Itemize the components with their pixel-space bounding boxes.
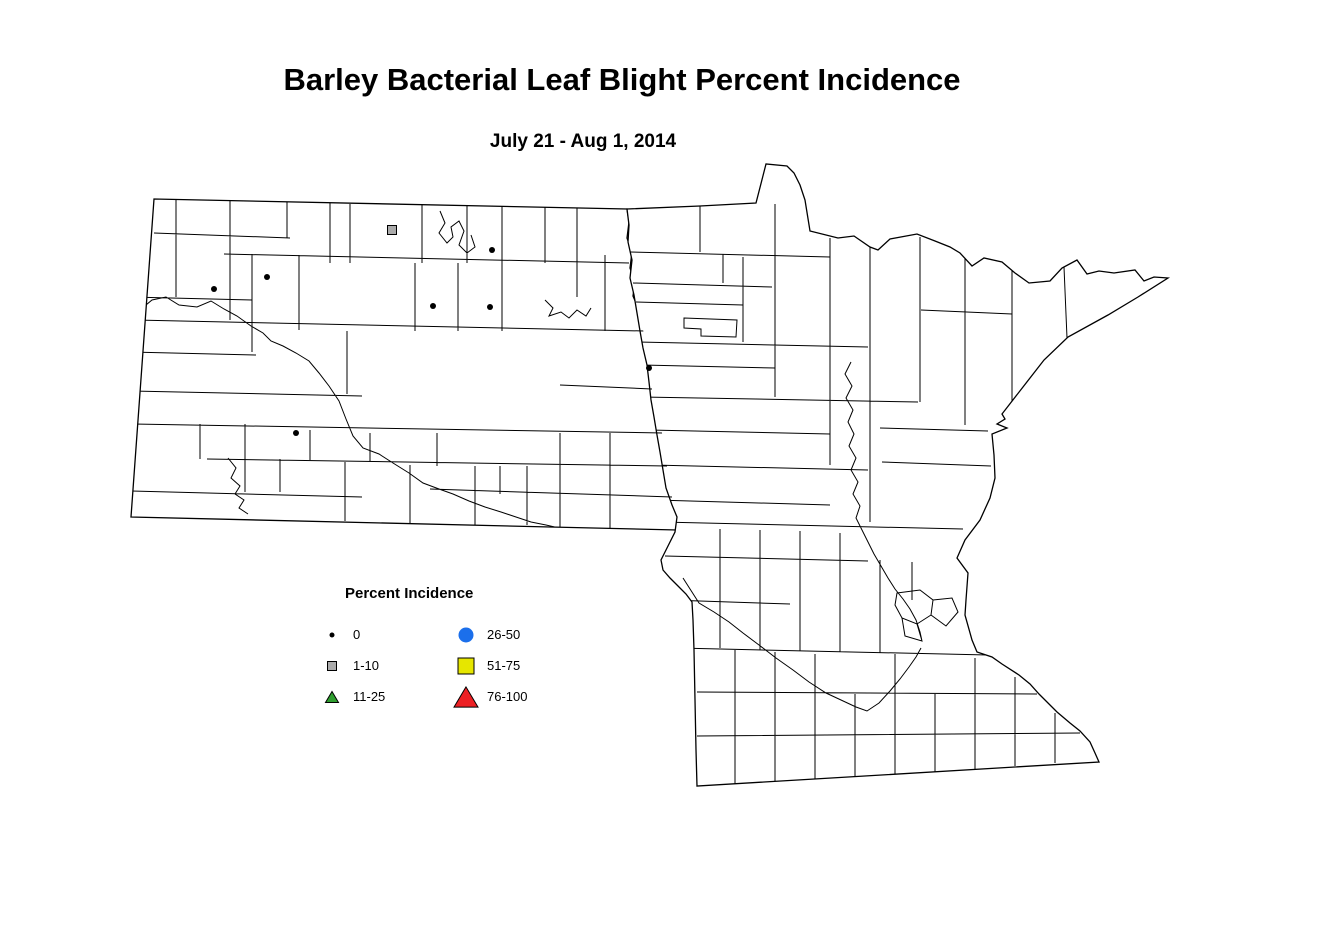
legend-label: 51-75 [487, 658, 521, 673]
north-dakota-county-lines [131, 200, 673, 530]
map-point-0 [646, 365, 652, 371]
legend-heading: Percent Incidence [345, 585, 474, 602]
circle-symbol [458, 627, 474, 642]
map-point-0 [487, 304, 493, 310]
legend-column-right: 26-50 51-75 76-100 [452, 619, 527, 712]
legend-label: 76-100 [487, 689, 528, 704]
legend-symbol-51-75 [457, 657, 475, 674]
legend-symbol-76-100 [453, 685, 479, 708]
legend-symbol-0 [329, 632, 335, 637]
page-title: Barley Bacterial Leaf Blight Percent Inc… [283, 62, 961, 97]
legend-symbol-11-25 [324, 690, 340, 703]
legend-item: 51-75 [452, 650, 527, 681]
square-symbol [457, 657, 475, 674]
map-markers [211, 225, 652, 436]
legend-label: 1-10 [353, 658, 380, 673]
map-point-1-10 [387, 225, 397, 235]
map-point-0 [430, 303, 436, 309]
triangle-symbol [324, 690, 340, 703]
map-point-0 [293, 430, 299, 436]
north-dakota-outline [130, 198, 679, 531]
legend-item: 11-25 [318, 681, 385, 712]
legend-label: 0 [353, 627, 361, 642]
page-subtitle: July 21 - Aug 1, 2014 [489, 131, 677, 152]
map-point-0 [211, 286, 217, 292]
map-point-0 [264, 274, 270, 280]
legend-item: 1-10 [318, 650, 385, 681]
legend-label: 11-25 [353, 689, 386, 704]
dot-symbol [329, 632, 335, 637]
legend-item: 0 [318, 619, 385, 650]
triangle-symbol [453, 685, 479, 708]
map-point-0 [489, 247, 495, 253]
legend-label: 26-50 [487, 627, 521, 642]
legend-column-left: 0 1-10 11-25 [318, 619, 385, 712]
legend-symbol-1-10 [327, 660, 337, 671]
minnesota-county-lines [629, 204, 1081, 784]
legend-symbol-26-50 [458, 627, 474, 642]
legend-item: 76-100 [452, 681, 527, 712]
legend-item: 26-50 [452, 619, 527, 650]
square-symbol [327, 660, 337, 671]
